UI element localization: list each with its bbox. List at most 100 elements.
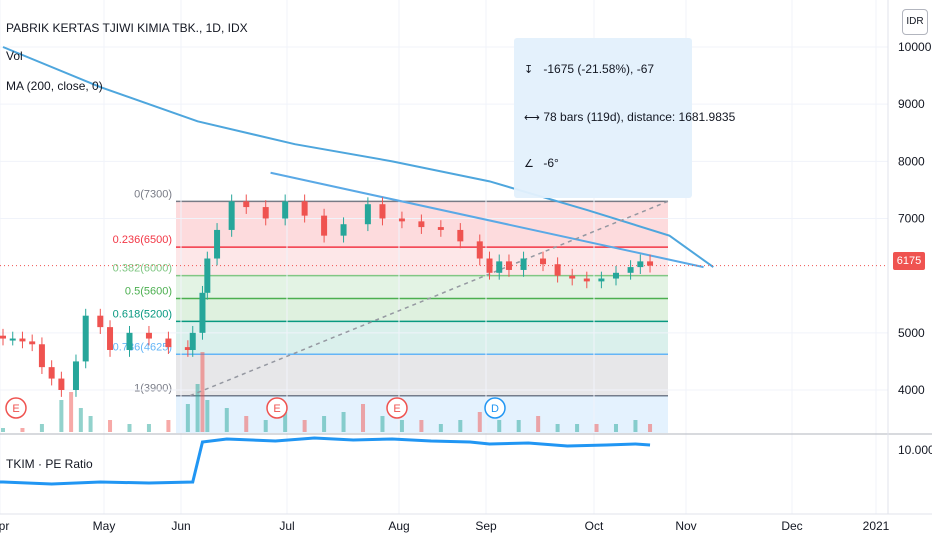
volume-bar <box>39 424 44 432</box>
candle-body <box>58 378 65 390</box>
fib-level-label: 0.236(6500) <box>113 234 172 246</box>
event-marker-label: E <box>393 403 400 415</box>
candle-body <box>583 278 590 282</box>
volume-bar <box>59 400 64 432</box>
volume-bar <box>322 416 327 432</box>
volume-bar <box>613 424 618 432</box>
volume-bar <box>20 428 25 432</box>
volume-bar <box>302 420 307 432</box>
candle-body <box>282 201 289 219</box>
time-tick-label: Jul <box>279 519 294 533</box>
volume-bar <box>458 420 463 432</box>
price-tick-label: 8000 <box>898 154 925 168</box>
price-tick-label: 4000 <box>898 383 925 397</box>
trend-lines[interactable] <box>0 171 888 397</box>
symbol-title[interactable]: PABRIK KERTAS TJIWI KIMIA TBK., 1D, IDX <box>6 21 248 35</box>
volume-bar <box>78 408 83 432</box>
event-marker-circle <box>5 397 27 419</box>
event-marker-circle <box>386 397 408 419</box>
candle-body <box>38 344 45 368</box>
time-tick-label: Nov <box>675 519 696 533</box>
time-tick-label: Dec <box>781 519 802 533</box>
candle-body <box>72 361 79 390</box>
candle-body <box>301 201 308 216</box>
event-marker-label: D <box>491 403 499 415</box>
event-marker[interactable]: E <box>386 397 408 419</box>
candle-body <box>165 338 172 348</box>
candle-body <box>184 347 191 350</box>
volume-bar <box>195 384 200 432</box>
volume-bar <box>166 420 171 432</box>
event-marker[interactable]: E <box>266 397 288 419</box>
event-marker[interactable]: E <box>5 397 27 419</box>
fib-level-label: 0.786(4625) <box>113 341 172 353</box>
candle-body <box>48 367 55 379</box>
volume-bar <box>555 424 560 432</box>
volume-bar <box>516 420 521 432</box>
fib-zone <box>176 321 668 355</box>
volume-bar <box>185 404 190 432</box>
time-tick-label: Oct <box>585 519 604 533</box>
volume-bar <box>419 420 424 432</box>
candles <box>0 194 654 397</box>
candle-body <box>379 204 386 219</box>
price-tick-label: 9000 <box>898 97 925 111</box>
volume-bar <box>380 416 385 432</box>
candle-body <box>0 335 6 339</box>
pe-tick-label: 10.000 <box>898 443 932 457</box>
volume-bar <box>497 420 502 432</box>
measure-price-change: -1675 (-21.58%), -67 <box>543 62 655 76</box>
volume-bar <box>477 412 482 432</box>
volume-bar <box>648 424 653 432</box>
time-tick-label: Apr <box>0 519 9 533</box>
currency-badge[interactable]: IDR <box>902 9 928 35</box>
candle-body <box>19 338 26 342</box>
candle-body <box>505 261 512 270</box>
candle-body <box>457 229 464 242</box>
fib-level-label: 1(3900) <box>134 383 172 395</box>
ma-legend[interactable]: MA (200, close, 0) <box>6 79 103 93</box>
price-range-icon: ↧ <box>524 64 534 76</box>
volume-bar <box>200 352 205 432</box>
volume-bar <box>341 412 346 432</box>
candle-body <box>145 332 152 339</box>
pe-ratio-line <box>0 436 651 486</box>
volume-bar <box>536 416 541 432</box>
volume-bar <box>146 424 151 432</box>
event-marker-label: E <box>12 403 19 415</box>
angle-icon: ∠ <box>524 158 534 170</box>
fibonacci-retracement[interactable]: 0(7300) 0.236(6500) 0.382(6000) 0.5(5600) 0.… <box>113 188 668 433</box>
candle-body <box>340 224 347 236</box>
ma-line <box>2 46 714 268</box>
event-marker[interactable]: D <box>484 397 506 419</box>
fib-zone <box>176 298 668 322</box>
volume-legend[interactable]: Vol <box>6 49 23 63</box>
volume-bar <box>69 392 74 432</box>
candle-body <box>126 332 133 350</box>
fib-level-label: 0.618(5200) <box>113 308 172 320</box>
volume-bar <box>108 420 113 432</box>
candle-body <box>97 315 104 328</box>
fib-zone <box>176 247 668 276</box>
fib-zone <box>176 275 668 299</box>
volume-bar <box>399 420 404 432</box>
candle-body <box>398 218 405 222</box>
volume-bar <box>205 400 210 432</box>
candle-body <box>437 227 444 230</box>
volume-bar <box>361 404 366 432</box>
event-marker-label: E <box>273 403 280 415</box>
candle-body <box>418 221 425 228</box>
time-tick-label: May <box>93 519 116 533</box>
trend-line <box>270 171 704 269</box>
candle-body <box>228 201 235 230</box>
time-tick-label: Aug <box>388 519 409 533</box>
pe-ratio-legend[interactable]: TKIM · PE Ratio <box>6 457 93 471</box>
volume-bar <box>283 412 288 432</box>
measure-bars-distance: 78 bars (119d), distance: 1681.9835 <box>543 110 736 124</box>
volume-bar <box>575 424 580 432</box>
price-tick-label: 7000 <box>898 212 925 226</box>
candle-body <box>612 272 619 279</box>
